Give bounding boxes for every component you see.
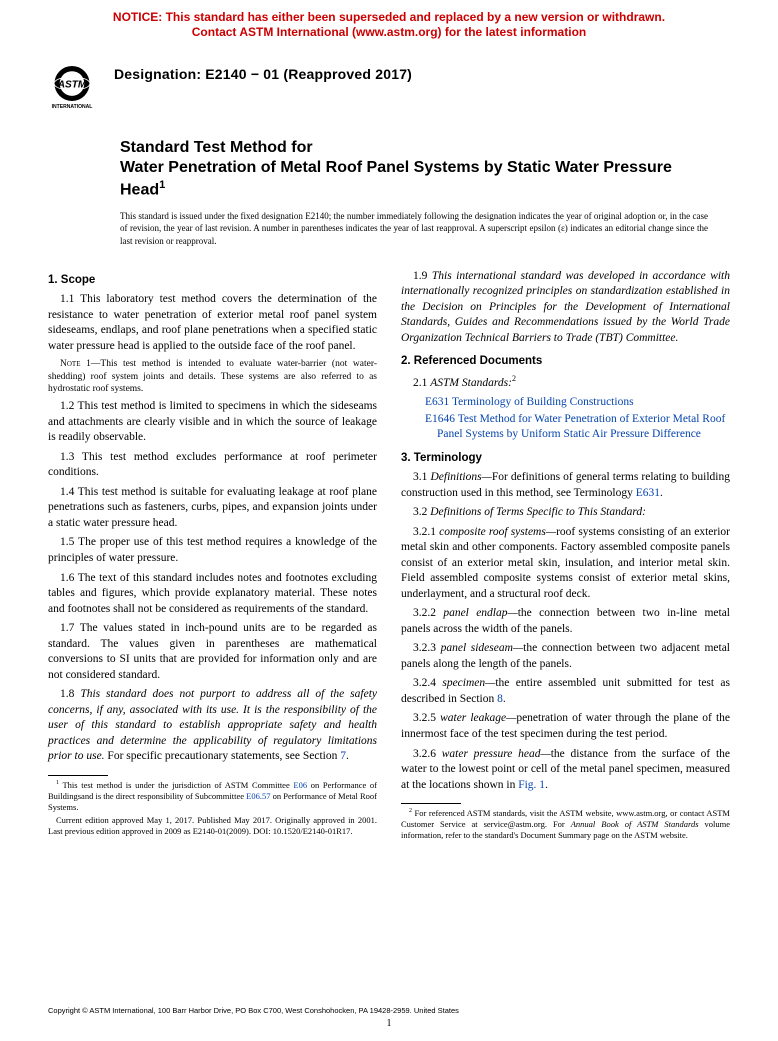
para-3-2-5: 3.2.5 water leakage—penetration of water…	[401, 711, 730, 742]
designation: Designation: E2140 − 01 (Reapproved 2017…	[114, 60, 412, 82]
footnote-2: 2 For referenced ASTM standards, visit t…	[401, 808, 730, 841]
note1-label: Note 1—	[60, 359, 100, 369]
p31-end: .	[660, 487, 663, 499]
notice-line2: Contact ASTM International (www.astm.org…	[192, 25, 586, 39]
ref-e1646: E1646 Test Method for Water Penetration …	[413, 412, 730, 443]
title-main: Water Penetration of Metal Roof Panel Sy…	[120, 159, 672, 198]
logo-bottom-text: INTERNATIONAL	[52, 104, 93, 110]
notice-line1: NOTICE: This standard has either been su…	[113, 10, 665, 24]
para-1-4: 1.4 This test method is suitable for eva…	[48, 485, 377, 532]
para-3-2: 3.2 Definitions of Terms Specific to Thi…	[401, 505, 730, 521]
footnote-rule-left	[48, 775, 108, 776]
para-1-8: 1.8 This standard does not purport to ad…	[48, 687, 377, 765]
title-pre: Standard Test Method for	[120, 139, 313, 156]
para-3-2-4: 3.2.4 specimen—the entire assembled unit…	[401, 676, 730, 707]
issue-note: This standard is issued under the fixed …	[120, 200, 708, 246]
p326-lead: 3.2.6	[413, 748, 442, 760]
standard-title: Standard Test Method for Water Penetrati…	[120, 138, 708, 200]
para-1-1: 1.1 This laboratory test method covers t…	[48, 292, 377, 354]
notice-banner: NOTICE: This standard has either been su…	[0, 0, 778, 40]
ref-e631-code[interactable]: E631	[425, 396, 449, 408]
p324-lead: 3.2.4	[413, 677, 442, 689]
fig-1-link[interactable]: Fig. 1	[518, 779, 545, 791]
title-block: Standard Test Method for Water Penetrati…	[0, 116, 778, 247]
p21-italic: ASTM Standards:	[430, 377, 512, 389]
para-2-1: 2.1 ASTM Standards:2	[401, 374, 730, 391]
p324-term: specimen—	[442, 677, 495, 689]
para-1-9: 1.9 This international standard was deve…	[401, 269, 730, 347]
content-columns: 1. Scope 1.1 This laboratory test method…	[0, 247, 778, 843]
p321-lead: 3.2.1	[413, 526, 439, 538]
p323-lead: 3.2.3	[413, 642, 441, 654]
para-1-2: 1.2 This test method is limited to speci…	[48, 399, 377, 446]
title-sup: 1	[159, 179, 165, 191]
refdocs-heading: 2. Referenced Documents	[401, 354, 730, 370]
p322-term: panel endlap—	[443, 607, 517, 619]
p323-term: panel sideseam—	[441, 642, 524, 654]
p21-lead: 2.1	[413, 377, 430, 389]
p19-lead: 1.9	[413, 270, 432, 282]
p18-end: .	[346, 750, 349, 762]
copyright: Copyright © ASTM International, 100 Barr…	[48, 1006, 459, 1015]
para-3-2-3: 3.2.3 panel sideseam—the connection betw…	[401, 641, 730, 672]
scope-heading: 1. Scope	[48, 273, 377, 289]
ref-e1646-code[interactable]: E1646	[425, 413, 455, 425]
header-row: ASTM INTERNATIONAL Designation: E2140 − …	[0, 40, 778, 116]
committee-e06-link[interactable]: E06	[293, 780, 307, 790]
p31-lead: 3.1	[413, 471, 430, 483]
footnote-1: 1 This test method is under the jurisdic…	[48, 780, 377, 813]
right-column: 1.9 This international standard was deve…	[401, 265, 730, 843]
para-1-6: 1.6 The text of this standard includes n…	[48, 571, 377, 618]
fn2-italic: Annual Book of ASTM Standards	[571, 819, 699, 829]
footnote-1b: Current edition approved May 1, 2017. Pu…	[48, 815, 377, 837]
para-1-3: 1.3 This test method excludes performanc…	[48, 450, 377, 481]
ref-e631-title[interactable]: Terminology of Building Constructions	[449, 396, 633, 408]
logo-top-text: ASTM	[57, 79, 87, 90]
para-3-1: 3.1 Definitions—For definitions of gener…	[401, 470, 730, 501]
p31-italic: Definitions—	[430, 471, 491, 483]
p325-term: water leakage—	[440, 712, 516, 724]
para-1-5: 1.5 The proper use of this test method r…	[48, 535, 377, 566]
ref-e631: E631 Terminology of Building Constructio…	[413, 395, 730, 411]
p321-term: composite roof systems—	[439, 526, 556, 538]
p21-sup: 2	[512, 374, 516, 383]
terminology-e631-link[interactable]: E631	[636, 487, 660, 499]
para-3-2-2: 3.2.2 panel endlap—the connection betwee…	[401, 606, 730, 637]
left-column: 1. Scope 1.1 This laboratory test method…	[48, 265, 377, 843]
note-1: Note 1—This test method is intended to e…	[48, 358, 377, 395]
p326-end: .	[545, 779, 548, 791]
para-3-2-6: 3.2.6 water pressure head—the distance f…	[401, 747, 730, 794]
subcommittee-e0657-link[interactable]: E06.57	[246, 791, 270, 801]
p325-lead: 3.2.5	[413, 712, 440, 724]
p322-lead: 3.2.2	[413, 607, 443, 619]
p324-end: .	[503, 693, 506, 705]
fn1-a: This test method is under the jurisdicti…	[59, 780, 293, 790]
p18-lead: 1.8	[60, 688, 80, 700]
p19-italic: This international standard was develope…	[401, 270, 730, 344]
terminology-heading: 3. Terminology	[401, 451, 730, 467]
p18-tail: For specific precautionary statements, s…	[105, 750, 341, 762]
page-number: 1	[0, 1018, 778, 1029]
para-1-7: 1.7 The values stated in inch-pound unit…	[48, 621, 377, 683]
footnote-rule-right	[401, 803, 461, 804]
astm-logo: ASTM INTERNATIONAL	[44, 60, 100, 116]
p32-lead: 3.2	[413, 506, 430, 518]
ref-e1646-title[interactable]: Test Method for Water Penetration of Ext…	[437, 413, 725, 441]
p326-term: water pressure head—	[442, 748, 551, 760]
p32-italic: Definitions of Terms Specific to This St…	[430, 506, 646, 518]
para-3-2-1: 3.2.1 composite roof systems—roof system…	[401, 525, 730, 603]
